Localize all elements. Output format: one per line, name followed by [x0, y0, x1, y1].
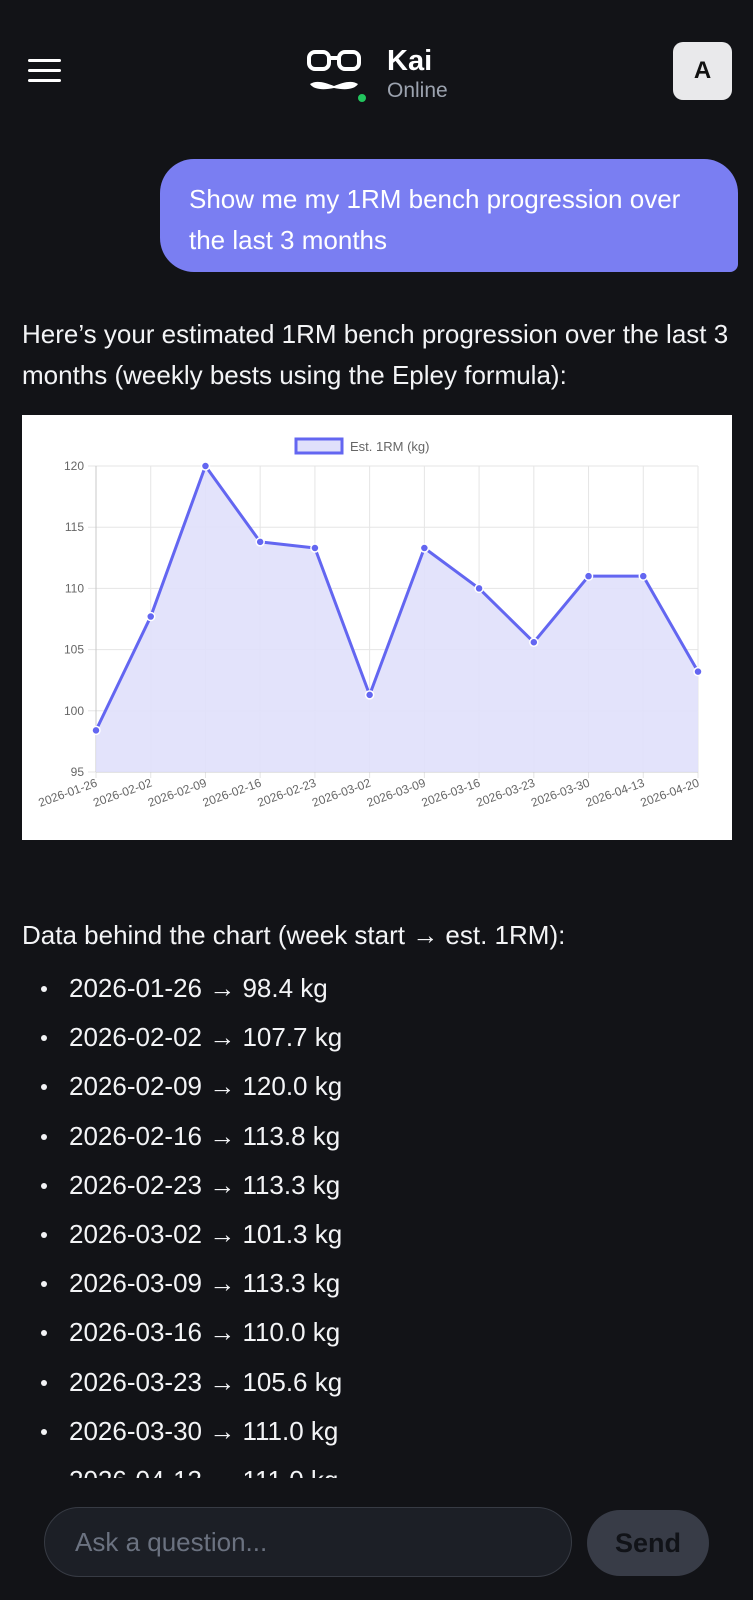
progression-chart: 95 100 105 110 115 120 2026-01-26 2026-02-02 202…	[22, 415, 732, 840]
menu-icon-bar-top	[28, 59, 61, 62]
x-tick-label: 2026-03-02	[310, 776, 373, 810]
data-list-item: 2026-03-30 → 111.0 kg	[22, 1411, 342, 1460]
chat-thread[interactable]: Show me my 1RM bench progression over th…	[0, 140, 753, 1478]
user-avatar-button[interactable]: A	[673, 42, 732, 100]
data-point	[583, 571, 594, 581]
x-tick-label: 2026-02-16	[201, 776, 264, 810]
x-tick-label: 2026-02-23	[255, 776, 318, 810]
y-tick-label: 95	[71, 765, 85, 779]
composer: Send	[0, 1478, 753, 1600]
assistant-message-intro: Here’s your estimated 1RM bench progress…	[22, 319, 729, 390]
chart-svg: 951001051101151202026-01-262026-02-02202…	[37, 437, 703, 810]
data-list-item: 2026-02-09 → 120.0 kg	[22, 1066, 342, 1115]
menu-icon-bar-bottom	[28, 79, 61, 82]
x-tick-label: 2026-01-26	[37, 776, 100, 810]
legend-swatch	[294, 437, 344, 455]
data-list-item: 2026-02-02 → 107.7 kg	[22, 1017, 342, 1066]
question-input[interactable]	[44, 1507, 572, 1577]
agent-status: Online	[387, 79, 448, 102]
series-line	[94, 464, 700, 732]
y-tick-label: 115	[65, 520, 84, 534]
data-point	[638, 571, 649, 581]
data-point	[419, 543, 430, 553]
data-list-item: 2026-02-23 → 113.3 kg	[22, 1165, 342, 1214]
data-point	[145, 611, 156, 622]
data-list: 2026-01-26 → 98.4 kg 2026-02-02 → 107.7 k…	[22, 968, 342, 1478]
online-status-dot	[356, 92, 368, 104]
data-point	[310, 543, 320, 553]
agent-name: Kai	[387, 45, 433, 77]
data-point	[364, 690, 375, 700]
y-tick-label: 100	[64, 704, 84, 718]
user-message-bubble: Show me my 1RM bench progression over th…	[160, 159, 738, 272]
send-button[interactable]: Send	[587, 1510, 709, 1576]
glasses-mustache-icon	[307, 50, 361, 90]
x-tick-label: 2026-02-09	[146, 776, 209, 810]
x-tick-label: 2026-03-16	[420, 776, 483, 810]
x-tick-label: 2026-03-09	[365, 776, 428, 810]
chat-header: Kai Online A	[0, 0, 753, 140]
data-point	[529, 637, 539, 648]
data-list-item: 2026-04-13 → 111.0 kg	[22, 1460, 342, 1478]
y-tick-label: 105	[64, 643, 84, 657]
data-point	[693, 666, 703, 677]
data-list-item: 2026-01-26 → 98.4 kg	[22, 968, 342, 1017]
x-tick-label: 2026-04-13	[584, 776, 647, 810]
data-list-item: 2026-03-02 → 101.3 kg	[22, 1214, 342, 1263]
data-list-item: 2026-03-16 → 110.0 kg	[22, 1312, 342, 1361]
agent-identity: Kai Online	[306, 44, 526, 108]
data-list-item: 2026-02-16 → 113.8 kg	[22, 1116, 342, 1165]
legend-label: Est. 1RM (kg)	[350, 439, 429, 454]
y-tick-label: 110	[65, 581, 84, 595]
x-tick-label: 2026-04-20	[639, 776, 702, 810]
x-tick-label: 2026-03-30	[529, 776, 592, 810]
menu-icon-bar-middle	[28, 69, 61, 72]
data-point	[255, 537, 265, 547]
data-list-item: 2026-03-09 → 113.3 kg	[22, 1263, 342, 1312]
menu-button[interactable]	[26, 54, 66, 90]
x-tick-label: 2026-02-02	[91, 776, 154, 810]
x-tick-label: 2026-03-23	[474, 776, 537, 810]
y-tick-label: 120	[64, 459, 84, 473]
data-point	[200, 461, 211, 471]
data-list-item: 2026-03-23 → 105.6 kg	[22, 1362, 342, 1411]
data-point	[91, 725, 101, 736]
data-point	[474, 583, 484, 594]
series-area	[96, 466, 698, 772]
data-list-title: Data behind the chart (week start → est.…	[22, 920, 566, 950]
